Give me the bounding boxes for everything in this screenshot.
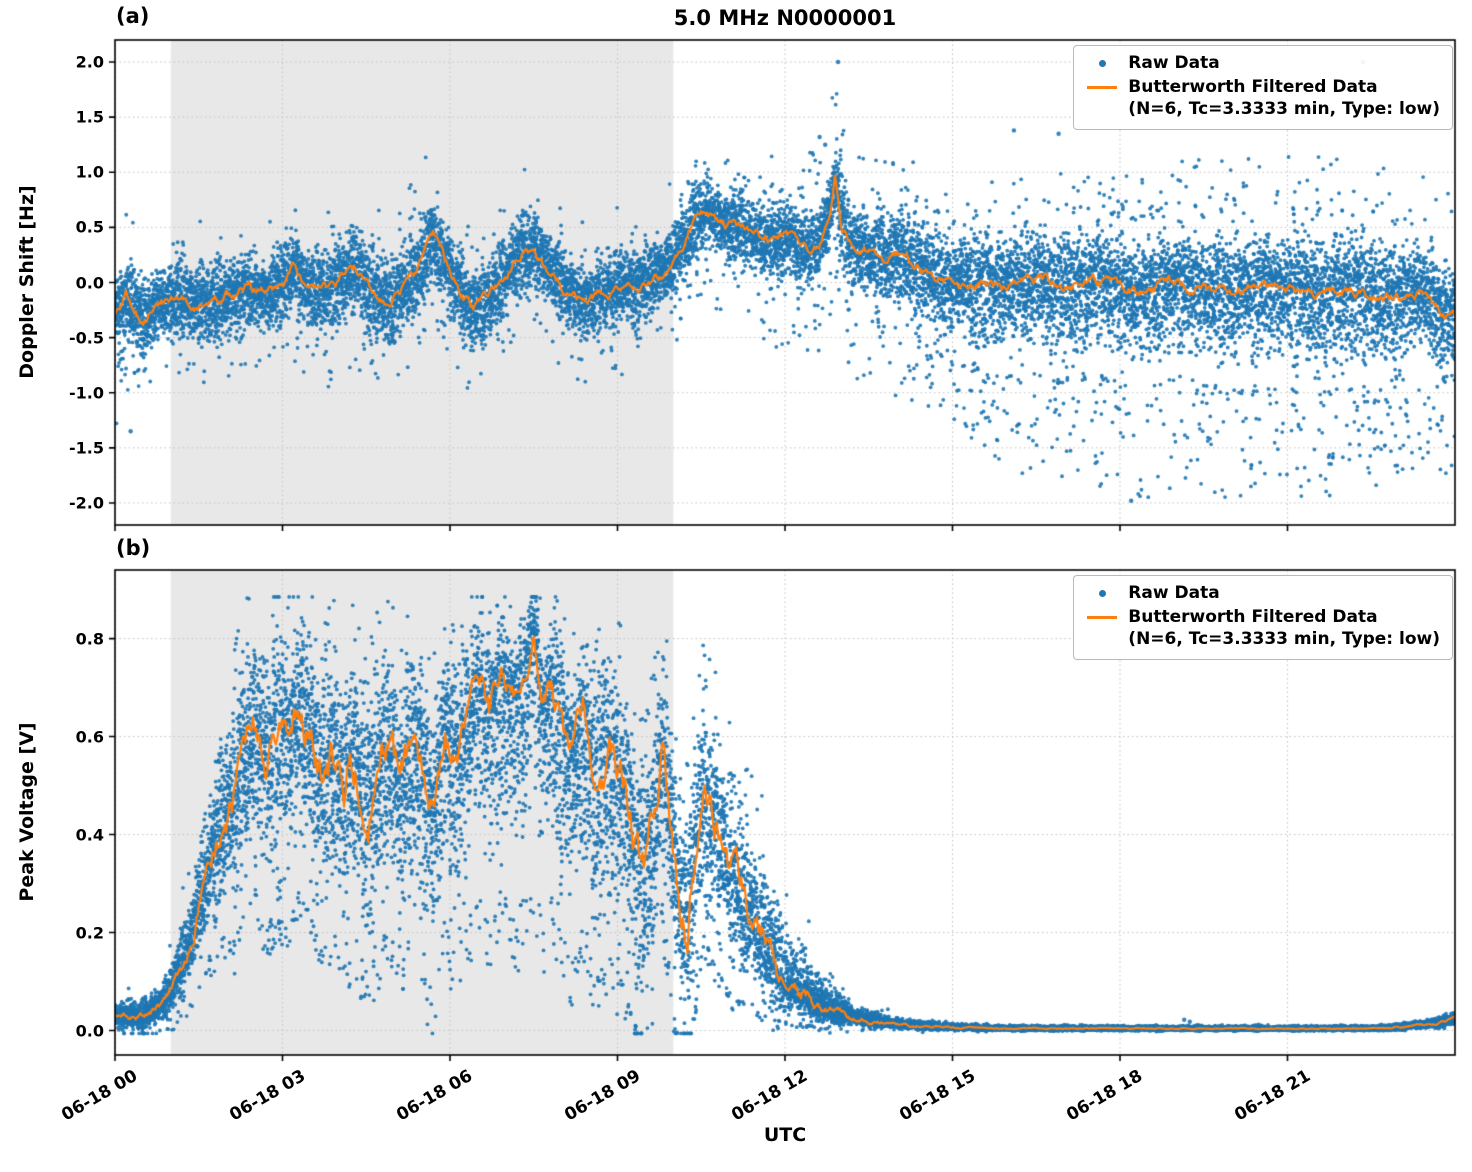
chart-title: 5.0 MHz N0000001 bbox=[673, 6, 897, 30]
legend-filtered-sublabel: (N=6, Tc=3.3333 min, Type: low) bbox=[1128, 98, 1440, 119]
legend-filtered-sublabel: (N=6, Tc=3.3333 min, Type: low) bbox=[1128, 628, 1440, 649]
legend-filtered-entry: Butterworth Filtered Data (N=6, Tc=3.333… bbox=[1084, 77, 1440, 120]
y-tick-label: 1.0 bbox=[75, 162, 104, 182]
y-tick-label: -2.0 bbox=[69, 493, 104, 513]
raw-data-marker-icon bbox=[1084, 590, 1120, 598]
legend-panel-b: Raw Data Butterworth Filtered Data (N=6,… bbox=[1073, 575, 1453, 660]
panel-b-label: (b) bbox=[116, 536, 151, 560]
y-axis-label-a: Doppler Shift [Hz] bbox=[16, 185, 38, 379]
y-tick-label: 0.5 bbox=[75, 217, 104, 237]
y-tick-label: 0.8 bbox=[75, 629, 104, 649]
legend-raw-label: Raw Data bbox=[1128, 53, 1220, 73]
filtered-line-marker-icon bbox=[1084, 86, 1120, 90]
y-tick-label: 0.2 bbox=[75, 923, 104, 943]
raw-data-marker-icon bbox=[1084, 60, 1120, 68]
y-tick-label: 0.0 bbox=[75, 1021, 104, 1040]
legend-raw-entry: Raw Data bbox=[1084, 583, 1440, 604]
legend-panel-a: Raw Data Butterworth Filtered Data (N=6,… bbox=[1073, 45, 1453, 130]
y-tick-label: 1.5 bbox=[75, 107, 104, 127]
y-tick-label: -0.5 bbox=[69, 328, 104, 348]
y-tick-label: 0.0 bbox=[75, 273, 104, 292]
legend-filtered-label: Butterworth Filtered Data bbox=[1128, 607, 1378, 628]
legend-raw-entry: Raw Data bbox=[1084, 53, 1440, 74]
y-tick-label: -1.0 bbox=[69, 383, 104, 403]
y-tick-label: 0.6 bbox=[75, 727, 104, 747]
y-axis-label-b: Peak Voltage [V] bbox=[16, 722, 38, 902]
legend-filtered-label: Butterworth Filtered Data bbox=[1128, 77, 1378, 98]
filtered-line-marker-icon bbox=[1084, 616, 1120, 620]
y-tick-label: 2.0 bbox=[75, 52, 104, 72]
x-axis-label: UTC bbox=[763, 1124, 807, 1146]
panel-a-label: (a) bbox=[116, 4, 150, 28]
y-tick-label: -1.5 bbox=[69, 438, 104, 458]
legend-filtered-entry: Butterworth Filtered Data (N=6, Tc=3.333… bbox=[1084, 607, 1440, 650]
y-tick-label: 0.4 bbox=[75, 825, 104, 845]
legend-raw-label: Raw Data bbox=[1128, 583, 1220, 603]
